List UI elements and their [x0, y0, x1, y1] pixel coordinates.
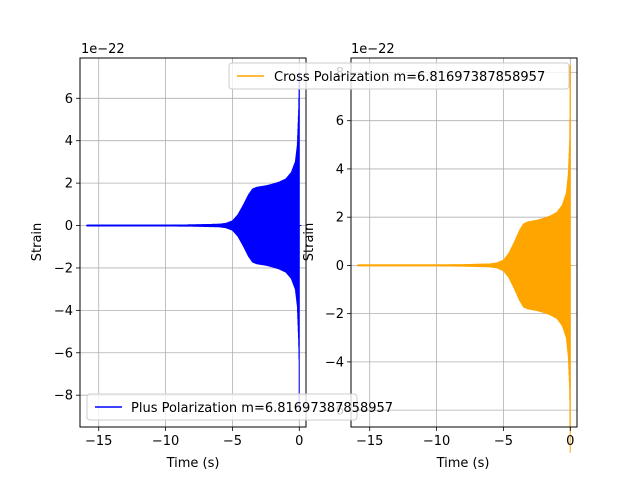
legend-frame: [228, 62, 570, 90]
y-tick-label: 0: [65, 219, 73, 234]
y-tick-label: 2: [336, 211, 344, 226]
offset-text: 1e−22: [81, 42, 125, 57]
strain-series: [357, 64, 573, 453]
x-tick-label: 0: [566, 434, 574, 449]
y-axis-label: Strain: [30, 223, 45, 262]
waveform-line: [86, 72, 302, 411]
plus-polarization-panel: −15 −10 −5 0 −8 −6 −4 −2 0 2 4 6 1e−22 Time (s) Str…: [30, 42, 307, 471]
x-tick-label: −10: [423, 434, 450, 449]
y-tick-label: −2: [325, 307, 344, 322]
x-tick-label: −15: [356, 434, 383, 449]
y-axis-label: Strain: [302, 223, 317, 262]
y-tick-label: 0: [336, 259, 344, 274]
x-tick-label: −15: [85, 434, 112, 449]
x-tick-label: −5: [223, 434, 242, 449]
y-tick-label: 4: [65, 134, 73, 149]
axes-frame: [79, 57, 307, 428]
y-tick-label: 6: [336, 114, 344, 129]
waveform-line: [357, 64, 573, 453]
legend-label: Cross Polarization m=6.81697387858957: [274, 70, 545, 85]
x-axis-label: Time (s): [436, 456, 490, 471]
offset-text: 1e−22: [351, 42, 395, 57]
legend-plus: Plus Polarization m=6.81697387858957: [86, 393, 393, 421]
x-tick-label: 0: [295, 434, 303, 449]
tick-marks: −15 −10 −5 0 −8 −6 −4 −2 0 2 4 6: [54, 92, 304, 449]
x-axis-label: Time (s): [166, 456, 220, 471]
legend-label: Plus Polarization m=6.81697387858957: [131, 401, 393, 416]
y-tick-label: 2: [65, 177, 73, 192]
strain-series: [86, 72, 302, 411]
y-tick-label: 6: [65, 92, 73, 107]
y-tick-label: −6: [54, 346, 73, 361]
y-tick-label: −2: [54, 261, 73, 276]
legend-frame: [86, 393, 358, 421]
legend-cross: Cross Polarization m=6.81697387858957: [228, 62, 570, 90]
axes-frame: [350, 57, 578, 428]
y-tick-label: 4: [336, 162, 344, 177]
x-tick-label: −5: [494, 434, 513, 449]
y-tick-label: −8: [54, 389, 73, 404]
x-tick-label: −10: [152, 434, 179, 449]
cross-polarization-panel: −15−10−50−6−4−202468 1e−22 Time (s) Stra…: [302, 42, 578, 471]
y-tick-label: −4: [54, 304, 73, 319]
y-tick-label: −4: [325, 355, 344, 370]
